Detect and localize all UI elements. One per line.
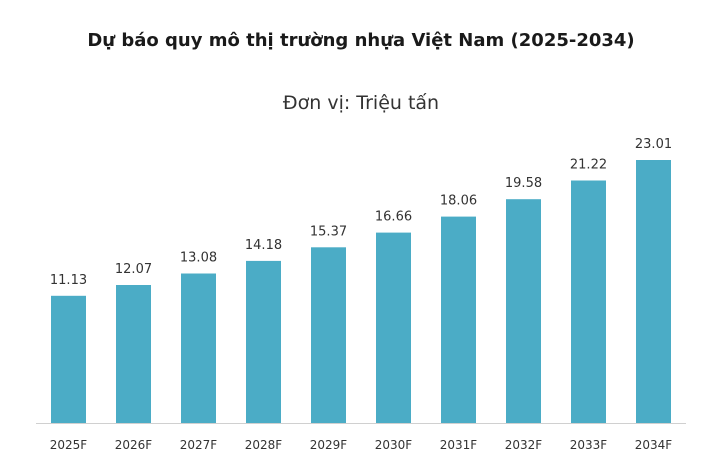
bar-2031F [441,216,476,423]
data-label-2025F: 11.13 [50,273,87,288]
bar-2030F [376,232,411,423]
chart-subtitle: Đơn vị: Triệu tấn [282,92,440,114]
bar-2025F [51,295,86,423]
data-label-2032F: 19.58 [505,176,542,191]
bar-2026F [116,285,151,423]
data-label-2034F: 23.01 [635,137,672,152]
x-tick-label-2027F: 2027F [180,438,218,452]
x-tick-label-2032F: 2032F [505,438,543,452]
data-label-2030F: 16.66 [375,210,412,225]
x-tick-label-2031F: 2031F [440,438,478,452]
bar-2032F [506,199,541,423]
x-tick-label-2026F: 2026F [115,438,153,452]
data-label-2028F: 14.18 [245,238,282,253]
x-tick-label-2029F: 2029F [310,438,348,452]
data-label-2029F: 15.37 [310,224,347,239]
x-tick-label-2028F: 2028F [245,438,283,452]
data-label-2026F: 12.07 [115,262,152,277]
data-label-2033F: 21.22 [570,158,607,173]
chart-title: Dự báo quy mô thị trường nhựa Việt Nam (… [87,30,635,51]
bar-2034F [636,160,671,423]
bar-2033F [571,180,606,423]
x-tick-label-2025F: 2025F [50,438,88,452]
x-tick-label-2030F: 2030F [375,438,413,452]
x-tick-label-2034F: 2034F [635,438,673,452]
data-label-2027F: 13.08 [180,251,217,266]
x-tick-label-2033F: 2033F [570,438,608,452]
bar-2027F [181,273,216,423]
bar-2028F [246,260,281,423]
data-label-2031F: 18.06 [440,194,477,209]
bar-2029F [311,247,346,423]
